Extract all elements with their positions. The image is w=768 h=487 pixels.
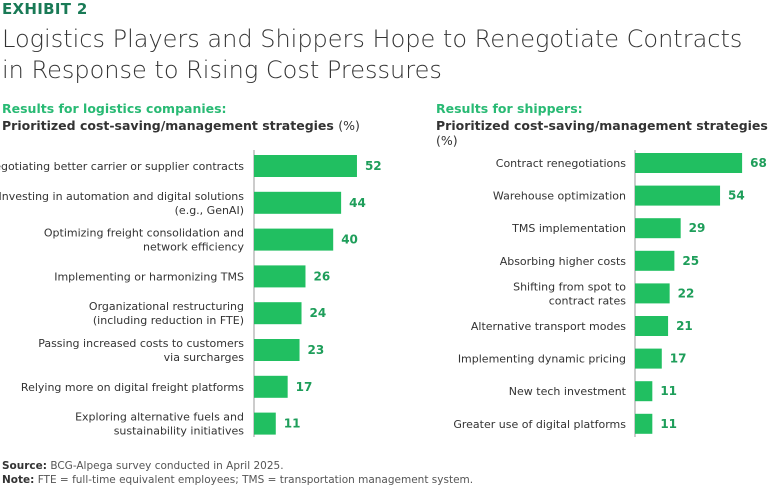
chart-0-value-label-1: 44 [349, 196, 366, 210]
chart-0-value-label-6: 17 [296, 380, 313, 394]
source-note: Source: BCG-Alpega survey conducted in A… [2, 460, 284, 472]
chart-0-category-label-5: Passing increased costs to customers via … [38, 337, 244, 364]
left-chart-unit: (%) [338, 118, 360, 133]
page-title: Logistics Players and Shippers Hope to R… [2, 25, 743, 84]
left-chart-subtitle: Results for logistics companies: [2, 101, 227, 116]
chart-1-value-label-1: 54 [728, 189, 745, 203]
note-text: FTE = full-time equivalent employees; TM… [37, 474, 474, 486]
chart-1-category-label-3: Absorbing higher costs [500, 255, 627, 268]
source-label: Source: [2, 460, 47, 472]
chart-1-bar-6 [635, 348, 662, 369]
chart-0-bar-1 [254, 191, 342, 214]
chart-1-value-label-6: 17 [670, 352, 687, 366]
chart-1-bar-1 [635, 185, 721, 206]
chart-1-category-label-6: Implementing dynamic pricing [458, 353, 626, 366]
chart-1-category-label-7: New tech investment [509, 385, 627, 398]
chart-1-category-label-5: Alternative transport modes [471, 320, 626, 333]
chart-1-bar-0 [635, 153, 743, 173]
chart-0-category-label-6: Relying more on digital freight platform… [21, 381, 244, 394]
right-chart-title-text: Prioritized cost-saving/management strat… [436, 118, 768, 133]
chart-0-category-label-2: Optimizing freight consolidation and netw… [44, 227, 245, 254]
chart-1-value-label-5: 21 [676, 319, 693, 333]
footnote: Note: FTE = full-time equivalent employe… [2, 474, 473, 486]
chart-1-value-label-0: 68 [750, 156, 767, 170]
chart-0-category-label-3: Implementing or harmonizing TMS [54, 270, 244, 283]
chart-1-value-label-3: 25 [682, 254, 699, 268]
chart-0-value-label-7: 11 [284, 417, 301, 431]
chart-0-bar-0 [254, 155, 357, 177]
chart-1-bar-8 [635, 413, 653, 434]
chart-0-bar-7 [254, 412, 276, 435]
chart-1-category-label-4: Shifting from spot to contract rates [513, 280, 626, 307]
chart-0-value-label-5: 23 [308, 343, 325, 357]
right-chart-unit: (%) [436, 133, 458, 148]
chart-1-bar-5 [635, 316, 669, 336]
exhibit-label: EXHIBIT 2 [2, 0, 88, 18]
chart-0-value-label-3: 26 [313, 269, 330, 283]
chart-1-value-label-8: 11 [660, 417, 677, 431]
chart-1-bar-4 [635, 283, 670, 304]
chart-1-value-label-2: 29 [689, 221, 706, 235]
chart-0-value-label-0: 52 [365, 159, 382, 173]
chart-1-category-label-0: Contract renegotiations [496, 157, 626, 170]
chart-0-category-label-0: Negotiating better carrier or supplier c… [0, 160, 244, 173]
chart-1-bar-2 [635, 218, 681, 239]
left-chart-title-text: Prioritized cost-saving/management strat… [2, 118, 334, 133]
chart-0-value-label-4: 24 [310, 306, 327, 320]
chart-0-category-label-7: Exploring alternative fuels and sustainab… [75, 411, 244, 438]
chart-1-category-label-2: TMS implementation [511, 222, 626, 235]
chart-1-bar-7 [635, 381, 653, 402]
chart-0-category-label-1: Investing in automation and digital solu… [0, 190, 244, 217]
chart-1-value-label-4: 22 [678, 286, 695, 300]
chart-0-bar-4 [254, 302, 302, 325]
note-label: Note: [2, 474, 35, 486]
chart-0-bar-5 [254, 339, 300, 361]
chart-1-bar-3 [635, 250, 675, 271]
chart-1-category-label-1: Warehouse optimization [493, 190, 626, 203]
chart-0-bar-6 [254, 375, 288, 398]
chart-0-category-label-4: Organizational restructuring (including r… [89, 300, 244, 327]
left-chart-title: Prioritized cost-saving/management strat… [2, 118, 360, 133]
chart-1-value-label-7: 11 [660, 384, 677, 398]
chart-0-bar-2 [254, 228, 334, 251]
right-chart-subtitle: Results for shippers: [436, 101, 583, 116]
chart-1-category-label-8: Greater use of digital platforms [453, 418, 626, 431]
source-text: BCG-Alpega survey conducted in April 202… [50, 460, 284, 472]
chart-0-bar-3 [254, 265, 306, 288]
chart-0-value-label-2: 40 [341, 233, 358, 247]
right-chart-title: Prioritized cost-saving/management strat… [436, 118, 768, 148]
